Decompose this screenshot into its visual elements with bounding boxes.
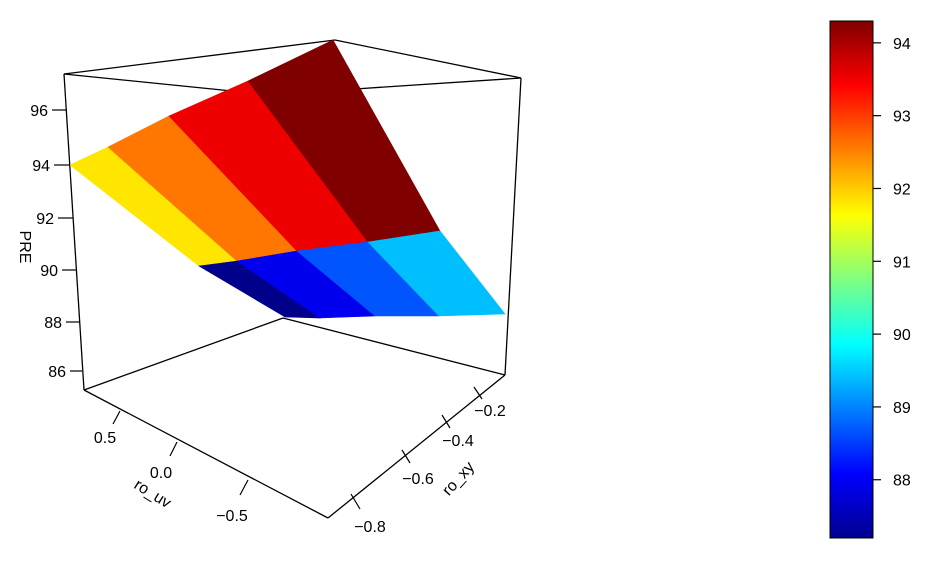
x-axis-tick bbox=[473, 386, 483, 400]
y-axis-tick bbox=[112, 410, 121, 425]
colorbar-tick-label: 91 bbox=[893, 254, 911, 271]
box-edge bbox=[63, 73, 85, 391]
colorbar-tick-label: 92 bbox=[893, 181, 911, 198]
colorbar-gradient bbox=[829, 20, 874, 539]
box-edge bbox=[63, 39, 336, 75]
z-axis-label: PRE bbox=[16, 231, 33, 264]
colorbar: 94 93 92 91 90 89 88 bbox=[829, 20, 911, 539]
box-edge bbox=[83, 389, 329, 519]
y-axis-tick bbox=[169, 441, 178, 457]
z-axis-tick-label: 94 bbox=[32, 158, 50, 175]
z-axis-tick-label: 96 bbox=[30, 103, 48, 120]
surface-facet bbox=[367, 230, 506, 317]
box-edge bbox=[504, 77, 522, 376]
box-edge bbox=[327, 374, 506, 519]
bounding-box bbox=[63, 39, 522, 519]
x-axis-tick bbox=[350, 493, 361, 510]
colorbar-tick-label: 88 bbox=[893, 473, 911, 490]
box-edge bbox=[334, 39, 522, 79]
y-axis-tick bbox=[239, 479, 249, 496]
y-axis-tick-label: 0.0 bbox=[150, 465, 172, 482]
y-axis-tick-label: 0.5 bbox=[94, 430, 116, 447]
colorbar-tick-label: 94 bbox=[893, 36, 911, 53]
z-axis-tick-label: 88 bbox=[44, 315, 62, 332]
x-axis-tick-label: −0.6 bbox=[402, 471, 434, 488]
colorbar-tick-label: 93 bbox=[893, 109, 911, 126]
colorbar-tick-label: 89 bbox=[893, 400, 911, 417]
x-axis-tick bbox=[401, 449, 411, 464]
box-edge bbox=[63, 73, 233, 92]
surface bbox=[69, 39, 506, 319]
x-axis-tick bbox=[441, 414, 451, 429]
x-axis-label: ro_xy bbox=[439, 459, 478, 499]
z-axis-tick-label: 92 bbox=[36, 211, 54, 228]
z-axis-tick-label: 86 bbox=[48, 364, 66, 381]
y-axis-tick-label: −0.5 bbox=[216, 508, 248, 525]
x-axis-tick-label: −0.2 bbox=[474, 403, 506, 420]
box-edge bbox=[83, 317, 284, 391]
x-axis-tick-label: −0.8 bbox=[354, 519, 386, 536]
x-axis-tick-label: −0.4 bbox=[442, 433, 474, 450]
box-edge bbox=[354, 77, 522, 90]
colorbar-tick-label: 90 bbox=[893, 327, 911, 344]
box-edge bbox=[282, 317, 506, 376]
z-axis-tick-label: 90 bbox=[40, 263, 58, 280]
